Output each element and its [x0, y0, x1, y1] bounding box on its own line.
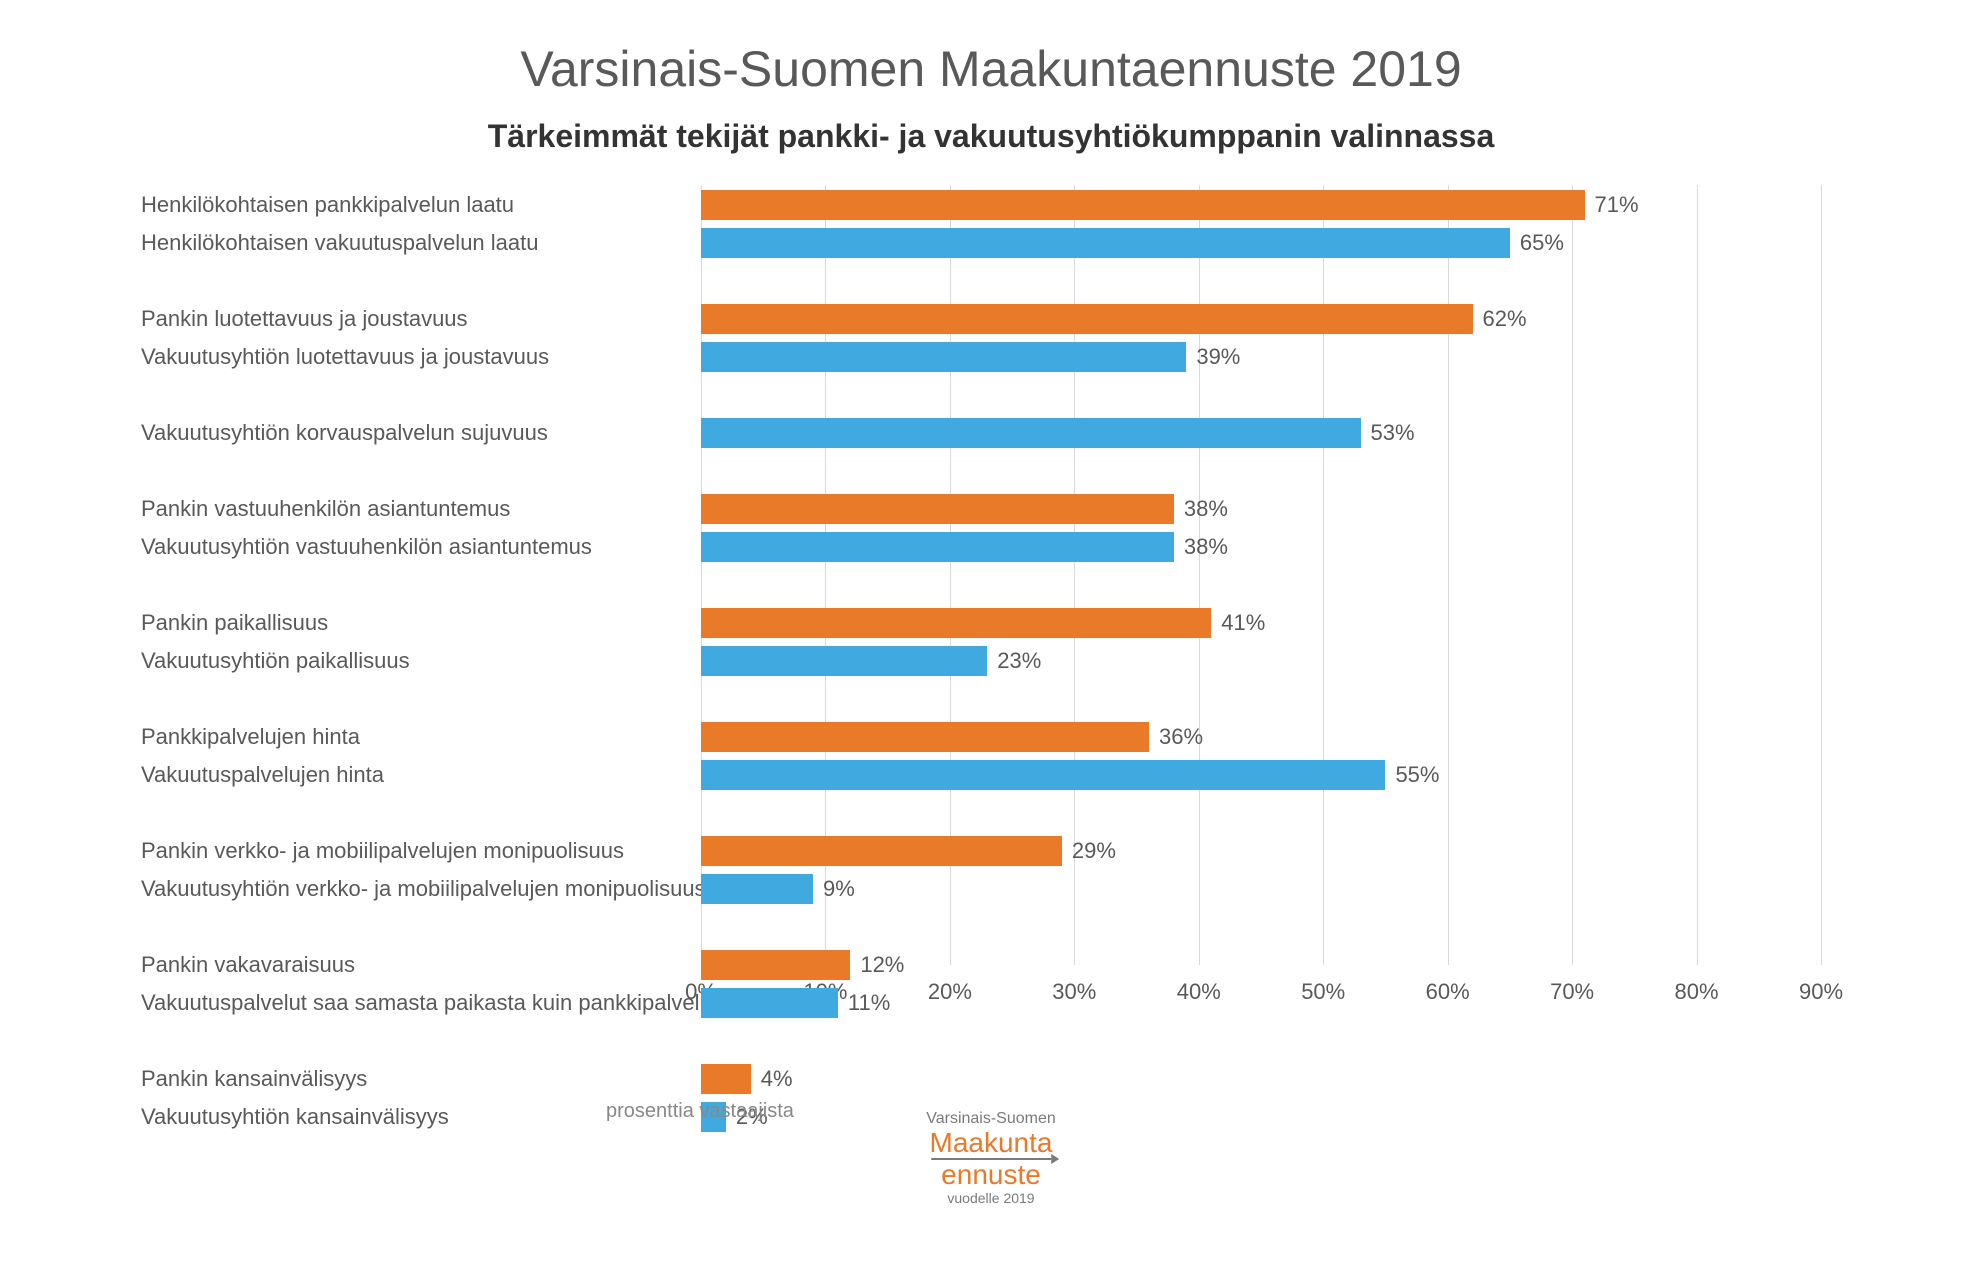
bar: [701, 608, 1211, 638]
bar: [701, 760, 1385, 790]
bar-row: 12%: [701, 950, 904, 980]
axis-note: prosenttia vastaajista: [606, 1100, 794, 1123]
bar-row: 38%: [701, 532, 1228, 562]
category-label: Vakuutuspalvelujen hinta: [141, 760, 701, 790]
bar-value-label: 38%: [1184, 534, 1228, 560]
bar-value-label: 4%: [761, 1066, 793, 1092]
bar-row: 38%: [701, 494, 1228, 524]
bar-value-label: 62%: [1483, 306, 1527, 332]
category-label: Pankin kansainvälisyys: [141, 1064, 701, 1094]
category-label: Pankin luotettavuus ja joustavuus: [141, 304, 701, 334]
bar-value-label: 53%: [1371, 420, 1415, 446]
bar: [701, 418, 1361, 448]
gridline: [1572, 185, 1573, 965]
bar: [701, 190, 1585, 220]
category-label: Pankin vakavaraisuus: [141, 950, 701, 980]
logo-line3: ennuste: [931, 1158, 1051, 1191]
category-label: Henkilökohtaisen pankkipalvelun laatu: [141, 190, 701, 220]
bar: [701, 646, 987, 676]
logo: Varsinais-Suomen Maakunta ennuste vuodel…: [926, 1110, 1056, 1207]
category-label: Henkilökohtaisen vakuutuspalvelun laatu: [141, 228, 701, 258]
bar: [701, 722, 1149, 752]
bar-value-label: 36%: [1159, 724, 1203, 750]
category-label: Vakuutusyhtiön vastuuhenkilön asiantunte…: [141, 532, 701, 562]
bar: [701, 874, 813, 904]
bar-value-label: 9%: [823, 876, 855, 902]
bar-value-label: 65%: [1520, 230, 1564, 256]
chart-area: 0%10%20%30%40%50%60%70%80%90% Henkilökoh…: [141, 185, 1841, 1065]
bar-row: 36%: [701, 722, 1203, 752]
logo-line1: Varsinais-Suomen: [926, 1110, 1056, 1128]
bar: [701, 1064, 751, 1094]
bar: [701, 988, 838, 1018]
bar-row: 53%: [701, 418, 1415, 448]
chart-subtitle: Tärkeimmät tekijät pankki- ja vakuutusyh…: [0, 118, 1982, 155]
gridline: [1821, 185, 1822, 965]
bar: [701, 532, 1174, 562]
x-tick-label: 30%: [1052, 979, 1096, 1005]
bar-value-label: 29%: [1072, 838, 1116, 864]
bar-value-label: 71%: [1595, 192, 1639, 218]
bar-row: 41%: [701, 608, 1265, 638]
gridline: [1697, 185, 1698, 965]
bar-row: 29%: [701, 836, 1116, 866]
category-label: Pankin paikallisuus: [141, 608, 701, 638]
gridline: [1199, 185, 1200, 965]
bar-value-label: 41%: [1221, 610, 1265, 636]
x-tick-label: 70%: [1550, 979, 1594, 1005]
bar-row: 9%: [701, 874, 855, 904]
category-label: Pankin verkko- ja mobiilipalvelujen moni…: [141, 836, 701, 866]
bar-row: 4%: [701, 1064, 793, 1094]
gridline: [1323, 185, 1324, 965]
bar-row: 11%: [701, 988, 890, 1018]
x-tick-label: 20%: [928, 979, 972, 1005]
category-label: Vakuutuspalvelut saa samasta paikasta ku…: [141, 988, 701, 1018]
bar-row: 55%: [701, 760, 1439, 790]
x-tick-label: 80%: [1675, 979, 1719, 1005]
bar-row: 23%: [701, 646, 1041, 676]
x-tick-label: 50%: [1301, 979, 1345, 1005]
bar-value-label: 23%: [997, 648, 1041, 674]
x-tick-label: 90%: [1799, 979, 1843, 1005]
category-label: Vakuutusyhtiön luotettavuus ja joustavuu…: [141, 342, 701, 372]
bar-value-label: 12%: [860, 952, 904, 978]
gridline: [1448, 185, 1449, 965]
bar-value-label: 39%: [1196, 344, 1240, 370]
bar-row: 65%: [701, 228, 1564, 258]
logo-line2: Maakunta: [926, 1128, 1056, 1159]
bar: [701, 494, 1174, 524]
category-label: Pankin vastuuhenkilön asiantuntemus: [141, 494, 701, 524]
x-tick-label: 60%: [1426, 979, 1470, 1005]
category-label: Vakuutusyhtiön korvauspalvelun sujuvuus: [141, 418, 701, 448]
bar: [701, 836, 1062, 866]
bar-row: 62%: [701, 304, 1527, 334]
bar-row: 39%: [701, 342, 1240, 372]
bar: [701, 304, 1473, 334]
category-label: Vakuutusyhtiön paikallisuus: [141, 646, 701, 676]
bar: [701, 950, 850, 980]
logo-line4: vuodelle 2019: [926, 1191, 1056, 1206]
bar: [701, 228, 1510, 258]
page-title: Varsinais-Suomen Maakuntaennuste 2019: [0, 40, 1982, 98]
page: Varsinais-Suomen Maakuntaennuste 2019 Tä…: [0, 0, 1982, 1262]
x-tick-label: 40%: [1177, 979, 1221, 1005]
bar-row: 71%: [701, 190, 1639, 220]
category-label: Pankkipalvelujen hinta: [141, 722, 701, 752]
bar-value-label: 55%: [1395, 762, 1439, 788]
bar-value-label: 11%: [848, 990, 890, 1016]
bar-value-label: 38%: [1184, 496, 1228, 522]
bar: [701, 342, 1186, 372]
category-label: Vakuutusyhtiön verkko- ja mobiilipalvelu…: [141, 874, 701, 904]
